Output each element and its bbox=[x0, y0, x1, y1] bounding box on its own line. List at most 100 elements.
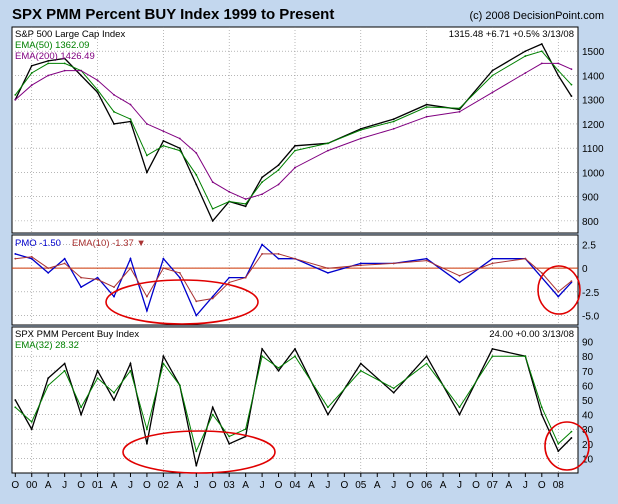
data-point bbox=[80, 276, 83, 279]
data-point bbox=[146, 171, 148, 174]
data-point bbox=[30, 84, 33, 87]
data-point bbox=[244, 203, 247, 205]
data-point bbox=[458, 107, 461, 110]
data-point bbox=[359, 137, 362, 140]
data-point bbox=[327, 267, 329, 270]
x-tick-label: A bbox=[111, 480, 118, 491]
data-point bbox=[524, 355, 527, 358]
data-point bbox=[228, 281, 231, 284]
y-tick-label: 1500 bbox=[582, 47, 605, 58]
data-point bbox=[129, 362, 132, 365]
data-point bbox=[557, 69, 560, 72]
data-point bbox=[211, 181, 214, 184]
data-point bbox=[113, 295, 115, 298]
data-point bbox=[63, 57, 66, 60]
annotation-circle bbox=[122, 430, 276, 474]
data-point bbox=[327, 406, 329, 409]
x-tick-label: 06 bbox=[421, 480, 433, 491]
data-point bbox=[80, 413, 83, 416]
data-point bbox=[14, 98, 17, 101]
series-line-0 bbox=[15, 243, 572, 317]
y-tick-label: 2.5 bbox=[582, 240, 596, 251]
x-tick-label: J bbox=[457, 480, 462, 491]
data-point bbox=[211, 406, 214, 409]
data-point bbox=[30, 257, 33, 260]
data-point bbox=[425, 362, 428, 365]
data-point bbox=[294, 355, 296, 358]
data-point bbox=[294, 166, 296, 169]
y-tick-label: -5.0 bbox=[582, 312, 600, 323]
data-point bbox=[129, 267, 132, 270]
data-point bbox=[195, 173, 198, 176]
data-point bbox=[261, 181, 263, 184]
x-tick-label: J bbox=[194, 480, 199, 491]
data-point bbox=[178, 137, 181, 140]
data-point bbox=[557, 62, 560, 65]
data-point bbox=[80, 74, 83, 77]
data-point bbox=[178, 384, 181, 387]
data-point bbox=[47, 267, 50, 270]
data-point bbox=[96, 276, 99, 279]
data-point bbox=[244, 428, 247, 431]
x-tick-label: O bbox=[209, 480, 217, 491]
y-tick-label: 800 bbox=[582, 217, 599, 228]
y-tick-label: 1100 bbox=[582, 144, 604, 155]
y-tick-label: 1200 bbox=[582, 120, 605, 131]
data-point bbox=[113, 110, 115, 113]
data-point bbox=[228, 442, 231, 445]
data-point bbox=[146, 154, 148, 157]
data-point bbox=[146, 295, 148, 298]
data-point bbox=[96, 278, 99, 281]
data-point bbox=[540, 413, 543, 416]
data-point bbox=[570, 68, 573, 71]
data-point bbox=[277, 369, 280, 372]
data-point bbox=[327, 142, 329, 145]
page-title: SPX PMM Percent BUY Index 1999 to Presen… bbox=[12, 6, 335, 23]
data-point bbox=[113, 286, 115, 289]
x-tick-label: O bbox=[406, 480, 414, 491]
data-point bbox=[63, 62, 66, 65]
x-tick-label: A bbox=[440, 480, 447, 491]
data-point bbox=[195, 450, 198, 452]
y-tick-label: 60 bbox=[582, 381, 594, 392]
y-tick-label: 1000 bbox=[582, 168, 605, 179]
y-tick-label: 70 bbox=[582, 367, 594, 378]
data-point bbox=[178, 276, 181, 279]
data-point bbox=[557, 290, 560, 293]
data-point bbox=[228, 435, 231, 438]
data-point bbox=[129, 103, 132, 106]
data-point bbox=[96, 377, 99, 379]
data-point bbox=[294, 144, 296, 147]
series-line-0 bbox=[14, 43, 572, 223]
annotation-circle bbox=[105, 279, 259, 325]
x-tick-label: J bbox=[391, 480, 396, 491]
y-tick-label: 1400 bbox=[582, 71, 605, 82]
data-point bbox=[96, 79, 99, 82]
data-point bbox=[557, 74, 560, 77]
data-point bbox=[425, 259, 428, 262]
percent-buy-panel: 10 20 30 40 50 60 70 80 90 SPX PMM Percent Buy In… bbox=[11, 326, 594, 474]
data-point bbox=[524, 50, 527, 53]
x-tick-label: O bbox=[472, 480, 480, 491]
y-tick-label: -2.5 bbox=[582, 288, 600, 299]
data-point bbox=[277, 169, 280, 171]
data-point bbox=[47, 60, 50, 62]
data-point bbox=[491, 257, 494, 260]
data-point bbox=[557, 442, 560, 445]
x-tick-label: O bbox=[77, 480, 85, 491]
x-tick-label: 05 bbox=[355, 480, 367, 491]
data-point bbox=[146, 123, 148, 125]
data-point bbox=[228, 200, 231, 203]
data-point bbox=[294, 348, 296, 350]
x-tick-label: 08 bbox=[553, 480, 565, 491]
data-point bbox=[162, 144, 165, 147]
data-point bbox=[162, 257, 165, 260]
x-tick-label: O bbox=[538, 480, 546, 491]
data-point bbox=[146, 442, 148, 445]
data-point bbox=[63, 369, 66, 372]
data-point bbox=[129, 257, 132, 260]
data-point bbox=[14, 399, 17, 401]
data-point bbox=[178, 149, 181, 152]
data-point bbox=[277, 183, 280, 186]
data-point bbox=[491, 69, 494, 72]
